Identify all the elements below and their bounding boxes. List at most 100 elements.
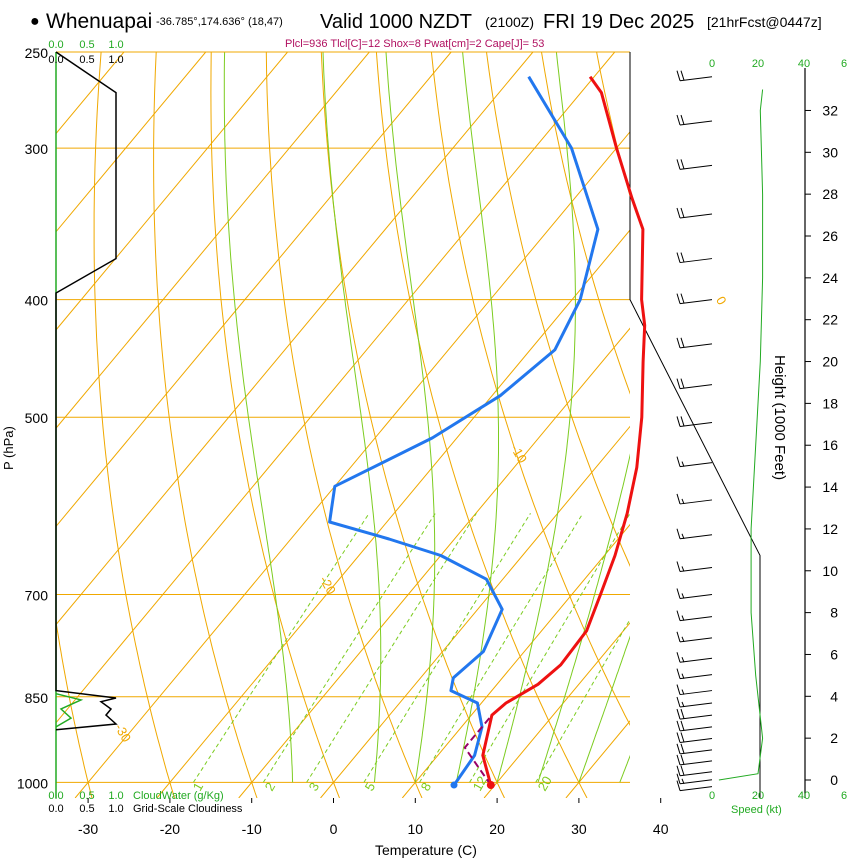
wind-barb <box>676 588 713 599</box>
speed-axis-bottom-label: 0 <box>709 790 715 802</box>
surface-temp-dot <box>486 781 495 790</box>
wind-barb <box>676 337 713 349</box>
barb-flag <box>680 732 685 743</box>
wind-barb <box>676 252 713 264</box>
isotherm-line <box>56 52 207 233</box>
dry-adiabat <box>0 52 10 798</box>
barb-staff <box>679 299 713 305</box>
isotherm-line <box>730 52 850 798</box>
wind-barb <box>676 293 713 305</box>
moist-adiabat <box>619 754 630 783</box>
cloudiness-axis-top-label: 0.0 <box>48 54 63 66</box>
isotherm-label: 0 <box>713 294 730 308</box>
barb-flag <box>676 114 681 126</box>
wind-panel-border <box>629 52 761 798</box>
dry-adiabat <box>541 52 630 395</box>
mixing-ratio-label: 20 <box>535 773 555 793</box>
barb-staff <box>679 786 713 792</box>
barb-staff <box>679 343 713 349</box>
height-tick-label: 26 <box>822 228 838 244</box>
station-name: Whenuapai <box>46 10 152 33</box>
barb-staff <box>679 594 713 599</box>
height-tick-label: 2 <box>830 730 838 746</box>
barb-staff <box>679 164 713 170</box>
mixing-ratio-line <box>469 513 630 783</box>
dry-adiabat <box>486 52 630 567</box>
moist-adiabat <box>385 52 436 783</box>
barb-flag <box>676 652 681 663</box>
isotherm-line <box>56 52 534 626</box>
barb-flag <box>676 708 681 720</box>
mixing-ratio-line <box>419 513 584 783</box>
barb-flag <box>676 252 681 263</box>
height-axis-label: Height (1000 Feet) <box>771 355 788 480</box>
barb-flag <box>676 743 681 754</box>
barb-flag <box>680 114 685 125</box>
cloudwater-axis-top-label: 1.0 <box>108 39 123 51</box>
barb-flag <box>676 456 681 467</box>
barb-flag <box>676 610 681 621</box>
dry-adiabat <box>430 52 630 727</box>
barb-staff <box>679 771 713 777</box>
barb-flag <box>676 696 681 708</box>
wind-barb <box>676 720 713 732</box>
barb-flag <box>680 293 685 304</box>
speed-label: Speed (kt) <box>731 804 782 816</box>
barb-flag <box>676 684 681 695</box>
barb-staff <box>679 674 713 680</box>
pressure-tick-label: 400 <box>25 293 49 309</box>
barb-flag <box>676 207 681 219</box>
wind-speed-profile <box>718 89 764 781</box>
dry-adiabat <box>153 52 258 798</box>
isotherm-label: -20 <box>317 573 339 597</box>
cloudwater-axis-bottom-label: 1.0 <box>108 790 123 802</box>
barb-half-flag <box>681 566 685 572</box>
pressure-tick-label: 1000 <box>17 775 48 791</box>
barb-flag <box>676 337 681 348</box>
isotherm-line <box>565 720 630 798</box>
pressure-tick-label: 500 <box>25 410 49 426</box>
barb-staff <box>679 760 713 766</box>
valid-time: Valid 1000 NZDT <box>320 11 472 33</box>
wind-barb <box>676 207 713 219</box>
barb-flag <box>680 416 685 427</box>
surface-dew-dot <box>450 781 458 789</box>
cloudwater-axis-bottom-label: 0.5 <box>79 790 94 802</box>
wind-barb <box>676 378 713 390</box>
speed-axis-top-label: 6 <box>841 58 847 70</box>
barb-staff <box>679 499 713 505</box>
barb-flag <box>680 207 685 218</box>
wind-barb <box>676 743 713 755</box>
cloudiness-axis-top-label: 1.0 <box>108 54 123 66</box>
station-coords: -36.785°,174.636° (18,47) <box>156 16 283 28</box>
pressure-tick-label: 300 <box>25 141 49 157</box>
barb-flag <box>676 732 681 743</box>
wind-barb <box>676 780 713 792</box>
height-tick-label: 8 <box>830 605 838 621</box>
profile-curves <box>55 51 764 790</box>
isotherm-line <box>320 425 630 798</box>
mixing-ratio-label: 8 <box>418 780 435 794</box>
y-axis-label: P (hPa) <box>1 426 16 470</box>
x-axis-label: Temperature (C) <box>375 842 477 858</box>
isotherm-label: -10 <box>508 442 530 466</box>
barb-staff <box>679 258 713 264</box>
barb-staff <box>679 726 713 732</box>
barb-flag <box>680 743 685 754</box>
wind-barb <box>676 696 713 708</box>
barb-flag <box>676 416 681 427</box>
dry-adiabat <box>56 618 93 798</box>
dry-adiabat <box>375 52 588 798</box>
height-tick-label: 16 <box>822 437 838 453</box>
barb-flag <box>676 631 681 642</box>
isotherm-line <box>56 52 370 429</box>
cloudiness-curve <box>55 51 118 731</box>
x-tick-label: -20 <box>160 821 180 837</box>
utc-time: (2100Z) <box>485 14 534 30</box>
barb-flag <box>676 720 681 732</box>
x-tick-label: 40 <box>653 821 669 837</box>
barb-flag <box>676 754 681 766</box>
chart-axes: -30 -20 -10 0 10 20 30 402503004005007008501000… <box>17 39 847 837</box>
barb-flag <box>676 528 681 539</box>
